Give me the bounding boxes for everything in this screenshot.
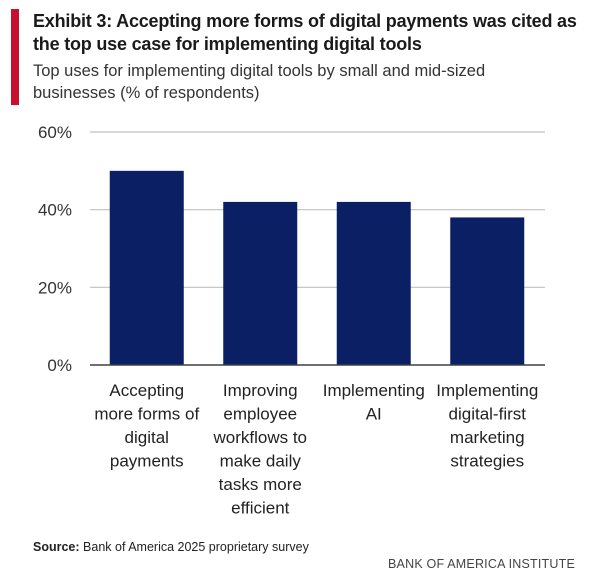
accent-bar bbox=[11, 9, 19, 105]
x-tick-label: Implementing digital-first marketing strate… bbox=[436, 381, 538, 471]
bar bbox=[450, 217, 525, 365]
x-tick-label: Improving employee workflows to make daily t… bbox=[212, 381, 307, 518]
x-tick-label: Implementing AI bbox=[323, 381, 425, 424]
bar bbox=[336, 201, 411, 365]
y-tick-label: 40% bbox=[38, 201, 72, 220]
chart-title: Exhibit 3: Accepting more forms of digit… bbox=[33, 11, 577, 54]
bar-chart: 0% 20% 40% 60% Accepting more forms of digita… bbox=[38, 123, 545, 518]
bar bbox=[223, 201, 298, 365]
bar bbox=[109, 170, 184, 365]
x-axis-category-labels: Accepting more forms of digital paymentsImp… bbox=[94, 381, 538, 518]
y-tick-label: 0% bbox=[47, 356, 72, 375]
source-text: Bank of America 2025 proprietary survey bbox=[83, 540, 309, 554]
brand-label: BANK OF AMERICA INSTITUTE bbox=[388, 557, 575, 571]
y-tick-label: 60% bbox=[38, 123, 72, 142]
bars bbox=[109, 170, 525, 365]
source-note: Source: Bank of America 2025 proprietary… bbox=[33, 540, 309, 554]
y-tick-label: 20% bbox=[38, 278, 72, 297]
y-axis-tick-labels: 0% 20% 40% 60% bbox=[38, 123, 72, 375]
x-tick-label: Accepting more forms of digital payments bbox=[94, 381, 199, 471]
source-label: Source: bbox=[33, 540, 80, 554]
chart-subtitle: Top uses for implementing digital tools … bbox=[33, 62, 486, 102]
